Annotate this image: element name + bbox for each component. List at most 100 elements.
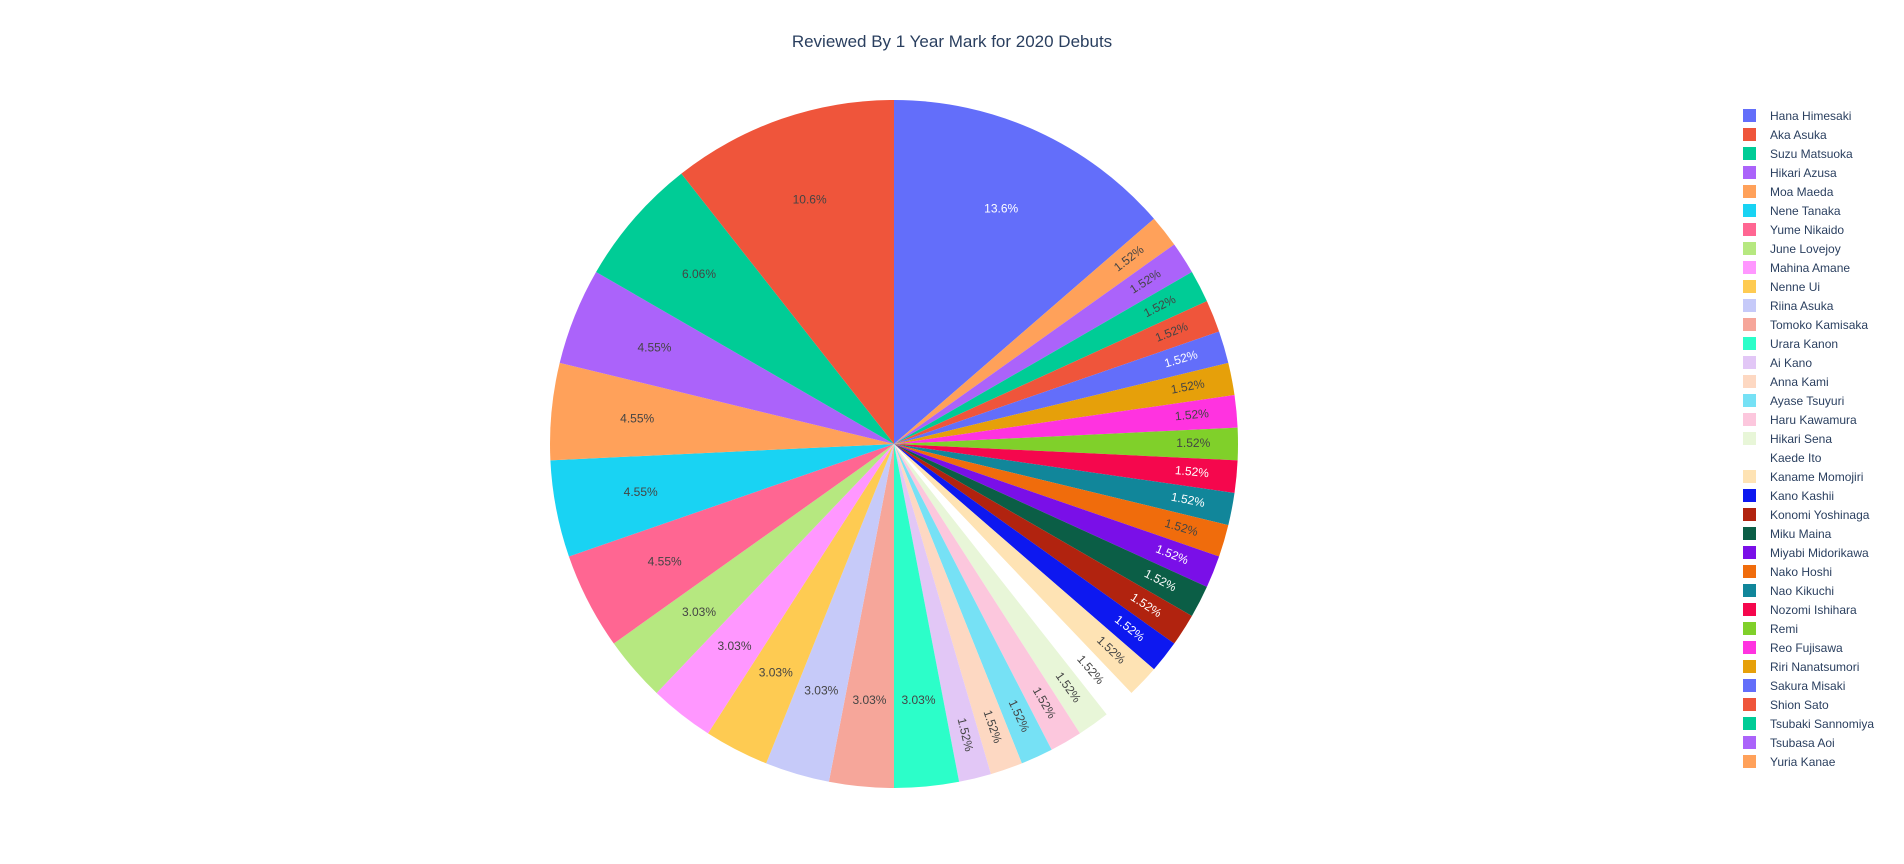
pie-slice-5[interactable]	[894, 331, 1229, 444]
legend-swatch	[1743, 527, 1756, 540]
pie-slice-32[interactable]	[559, 272, 894, 444]
legend-item[interactable]: Suzu Matsuoka	[1743, 144, 1874, 163]
legend-item[interactable]: Shion Sato	[1743, 695, 1874, 714]
slice-label-9: 1.52%	[1174, 463, 1210, 480]
legend-item[interactable]: Nao Kikuchi	[1743, 581, 1874, 600]
legend-item[interactable]: June Lovejoy	[1743, 239, 1874, 258]
pie-slice-8[interactable]	[894, 427, 1238, 461]
legend-label: Riina Asuka	[1770, 298, 1834, 313]
pie-slice-29[interactable]	[568, 444, 894, 644]
pie-slice-19[interactable]	[894, 444, 1080, 750]
pie-slice-24[interactable]	[828, 444, 894, 788]
pie-slice-13[interactable]	[894, 444, 1207, 616]
pie-slice-10[interactable]	[894, 444, 1235, 526]
legend-item[interactable]: Remi	[1743, 619, 1874, 638]
legend-item[interactable]: Ai Kano	[1743, 353, 1874, 372]
legend-label: Nozomi Ishihara	[1770, 602, 1857, 617]
pie-slice-34[interactable]	[681, 100, 894, 444]
slice-label-6: 1.52%	[1170, 376, 1206, 396]
legend-label: Sakura Misaki	[1770, 678, 1846, 693]
legend-item[interactable]: Mahina Amane	[1743, 258, 1874, 277]
chart-title: Reviewed By 1 Year Mark for 2020 Debuts	[791, 32, 1113, 51]
pie-slice-22[interactable]	[894, 444, 991, 782]
pie-slice-15[interactable]	[894, 444, 1175, 670]
legend-item[interactable]: Kaname Momojiri	[1743, 467, 1874, 486]
legend-label: Shion Sato	[1770, 697, 1829, 712]
pie-slice-33[interactable]	[596, 173, 894, 444]
pie-slice-27[interactable]	[656, 444, 894, 734]
legend-item[interactable]: Kaede Ito	[1743, 448, 1874, 467]
legend-item[interactable]: Sakura Misaki	[1743, 676, 1874, 695]
legend-item[interactable]: Nozomi Ishihara	[1743, 600, 1874, 619]
pie-slice-14[interactable]	[894, 444, 1192, 644]
legend-item[interactable]: Miku Maina	[1743, 524, 1874, 543]
legend-swatch	[1743, 204, 1756, 217]
legend-item[interactable]: Yuria Kanae	[1743, 752, 1874, 771]
pie-slice-21[interactable]	[894, 444, 1022, 775]
slice-label-8: 1.52%	[1176, 436, 1210, 450]
legend-item[interactable]: Konomi Yoshinaga	[1743, 505, 1874, 524]
legend-item[interactable]: Miyabi Midorikawa	[1743, 543, 1874, 562]
legend-swatch	[1743, 375, 1756, 388]
legend-label: Kaname Momojiri	[1770, 469, 1864, 484]
pie-slice-4[interactable]	[894, 301, 1220, 444]
pie-slice-31[interactable]	[550, 362, 894, 461]
legend-label: Kano Kashii	[1770, 488, 1835, 503]
legend-swatch	[1743, 413, 1756, 426]
legend-label: Reo Fujisawa	[1770, 640, 1843, 655]
legend-item[interactable]: Tomoko Kamisaka	[1743, 315, 1874, 334]
legend-item[interactable]: Hikari Azusa	[1743, 163, 1874, 182]
legend-label: Kaede Ito	[1770, 450, 1822, 465]
legend-label: Suzu Matsuoka	[1770, 146, 1853, 161]
pie-slice-20[interactable]	[894, 444, 1052, 764]
legend-item[interactable]: Aka Asuka	[1743, 125, 1874, 144]
legend-item[interactable]: Moa Maeda	[1743, 182, 1874, 201]
slice-label-32: 4.55%	[637, 340, 671, 354]
legend-item[interactable]: Riina Asuka	[1743, 296, 1874, 315]
legend-item[interactable]: Reo Fujisawa	[1743, 638, 1874, 657]
legend-label: Mahina Amane	[1770, 260, 1851, 275]
pie-slice-11[interactable]	[894, 444, 1229, 557]
legend-swatch	[1743, 546, 1756, 559]
legend: Hana Himesaki Aka Asuka Suzu Matsuoka Hikar…	[1743, 106, 1874, 771]
legend-item[interactable]: Nako Hoshi	[1743, 562, 1874, 581]
legend-item[interactable]: Nene Tanaka	[1743, 201, 1874, 220]
legend-swatch	[1743, 432, 1756, 445]
legend-item[interactable]: Yume Nikaido	[1743, 220, 1874, 239]
legend-label: Riri Nanatsumori	[1770, 659, 1860, 674]
pie-slice-2[interactable]	[894, 244, 1192, 444]
pie-slice-16[interactable]	[894, 444, 1154, 693]
legend-item[interactable]: Tsubasa Aoi	[1743, 733, 1874, 752]
legend-item[interactable]: Hikari Sena	[1743, 429, 1874, 448]
legend-item[interactable]: Urara Kanon	[1743, 334, 1874, 353]
legend-label: Urara Kanon	[1770, 336, 1839, 351]
pie-slice-30[interactable]	[550, 444, 894, 557]
pie-slice-18[interactable]	[894, 444, 1107, 734]
legend-item[interactable]: Tsubaki Sannomiya	[1743, 714, 1874, 733]
legend-item[interactable]: Haru Kawamura	[1743, 410, 1874, 429]
pie-slice-25[interactable]	[766, 444, 894, 782]
legend-item[interactable]: Ayase Tsuyuri	[1743, 391, 1874, 410]
legend-swatch	[1743, 280, 1756, 293]
legend-swatch	[1743, 698, 1756, 711]
slice-label-7: 1.52%	[1174, 406, 1210, 423]
slice-label-26: 3.03%	[759, 665, 793, 679]
legend-item[interactable]: Anna Kami	[1743, 372, 1874, 391]
pie-slice-26[interactable]	[708, 444, 894, 764]
legend-item[interactable]: Hana Himesaki	[1743, 106, 1874, 125]
pie-slice-28[interactable]	[613, 444, 894, 693]
pie-slice-23[interactable]	[894, 444, 960, 788]
pie-slice-7[interactable]	[894, 395, 1238, 444]
pie-slice-17[interactable]	[894, 444, 1132, 715]
legend-item[interactable]: Riri Nanatsumori	[1743, 657, 1874, 676]
legend-swatch	[1743, 299, 1756, 312]
pie-slice-6[interactable]	[894, 362, 1235, 444]
pie-slice-0[interactable]	[894, 100, 1154, 444]
pie-slice-12[interactable]	[894, 444, 1220, 587]
legend-item[interactable]: Nenne Ui	[1743, 277, 1874, 296]
legend-item[interactable]: Kano Kashii	[1743, 486, 1874, 505]
legend-label: Nao Kikuchi	[1770, 583, 1835, 598]
pie-slice-3[interactable]	[894, 272, 1207, 444]
pie-slice-9[interactable]	[894, 444, 1238, 493]
pie-slice-1[interactable]	[894, 218, 1175, 444]
